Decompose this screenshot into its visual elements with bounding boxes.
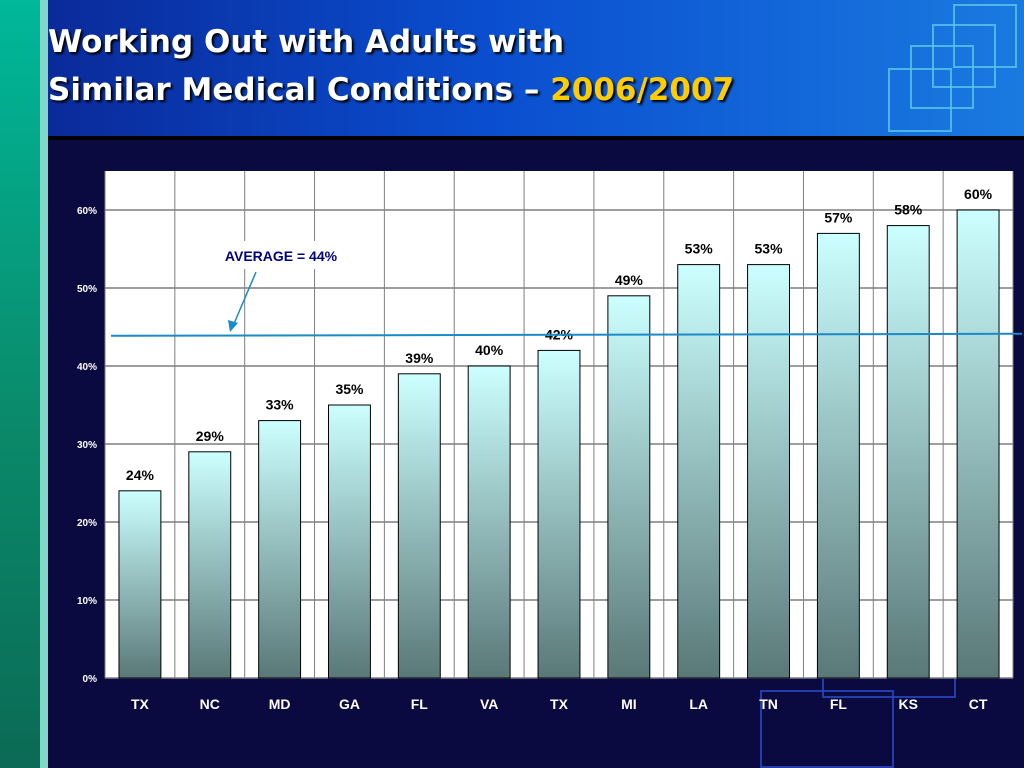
y-tick-label: 40% xyxy=(77,362,97,373)
left-accent-stripe-light xyxy=(40,0,48,768)
bar xyxy=(607,295,651,679)
x-tick-label: LA xyxy=(689,696,708,712)
average-reference-line xyxy=(110,332,1023,337)
bar xyxy=(118,490,162,679)
average-label: AVERAGE = 44% xyxy=(225,248,338,264)
decorative-square xyxy=(910,45,974,109)
x-tick-label: MD xyxy=(269,696,291,712)
bar xyxy=(328,404,371,679)
y-tick-label: 30% xyxy=(77,440,97,451)
x-tick-label: TX xyxy=(131,696,150,712)
x-tick-label: NC xyxy=(200,696,220,712)
x-tick-label: CT xyxy=(969,696,988,712)
slide-title-line1: Working Out with Adults with xyxy=(48,24,565,60)
slide-title-line2: Similar Medical Conditions – 2006/2007 xyxy=(48,72,734,108)
slide-title-text: Similar Medical Conditions – xyxy=(48,72,551,108)
left-accent-stripe xyxy=(0,0,40,768)
bar-data-label: 60% xyxy=(964,186,993,202)
bar xyxy=(397,373,441,679)
x-tick-label: MI xyxy=(621,696,637,712)
average-arrow xyxy=(232,271,257,327)
average-arrow-head xyxy=(228,320,238,332)
bar xyxy=(816,232,860,679)
x-tick-label: KS xyxy=(899,696,918,712)
bar-data-label: 57% xyxy=(824,209,853,225)
bar-data-label: 53% xyxy=(755,241,784,257)
decorative-square xyxy=(760,690,894,768)
slide-title-year: 2006/2007 xyxy=(550,72,735,108)
bar xyxy=(677,264,721,679)
bar-data-label: 40% xyxy=(475,342,504,358)
bar-data-label: 49% xyxy=(615,272,644,288)
bar xyxy=(956,209,1000,679)
header-divider xyxy=(48,136,1024,140)
bar xyxy=(886,225,930,679)
x-tick-label: FL xyxy=(411,696,429,712)
bar xyxy=(537,349,581,679)
y-tick-label: 10% xyxy=(77,596,97,607)
bar xyxy=(188,451,232,679)
y-tick-label: 20% xyxy=(77,518,97,529)
bar-data-label: 53% xyxy=(685,241,714,257)
bar-data-label: 39% xyxy=(405,350,434,366)
bar xyxy=(258,420,302,679)
bar-data-label: 58% xyxy=(894,202,923,218)
decorative-square xyxy=(953,4,1017,68)
y-tick-label: 0% xyxy=(83,674,98,685)
slide-header xyxy=(48,0,1024,136)
x-tick-label: TN xyxy=(759,696,778,712)
x-tick-label: TX xyxy=(550,696,569,712)
bar-data-label: 33% xyxy=(266,397,295,413)
x-tick-label: GA xyxy=(339,696,360,712)
bar xyxy=(747,264,790,679)
average-label-background xyxy=(205,241,357,269)
x-tick-label: FL xyxy=(830,696,848,712)
decorative-square xyxy=(888,68,952,132)
y-tick-label: 50% xyxy=(77,284,97,295)
y-tick-label: 60% xyxy=(77,206,97,217)
bar-data-label: 24% xyxy=(126,467,155,483)
bar xyxy=(467,365,511,679)
bar-data-label: 35% xyxy=(335,381,364,397)
x-tick-label: VA xyxy=(480,696,498,712)
bar-data-label: 29% xyxy=(196,428,225,444)
decorative-square xyxy=(932,24,996,88)
